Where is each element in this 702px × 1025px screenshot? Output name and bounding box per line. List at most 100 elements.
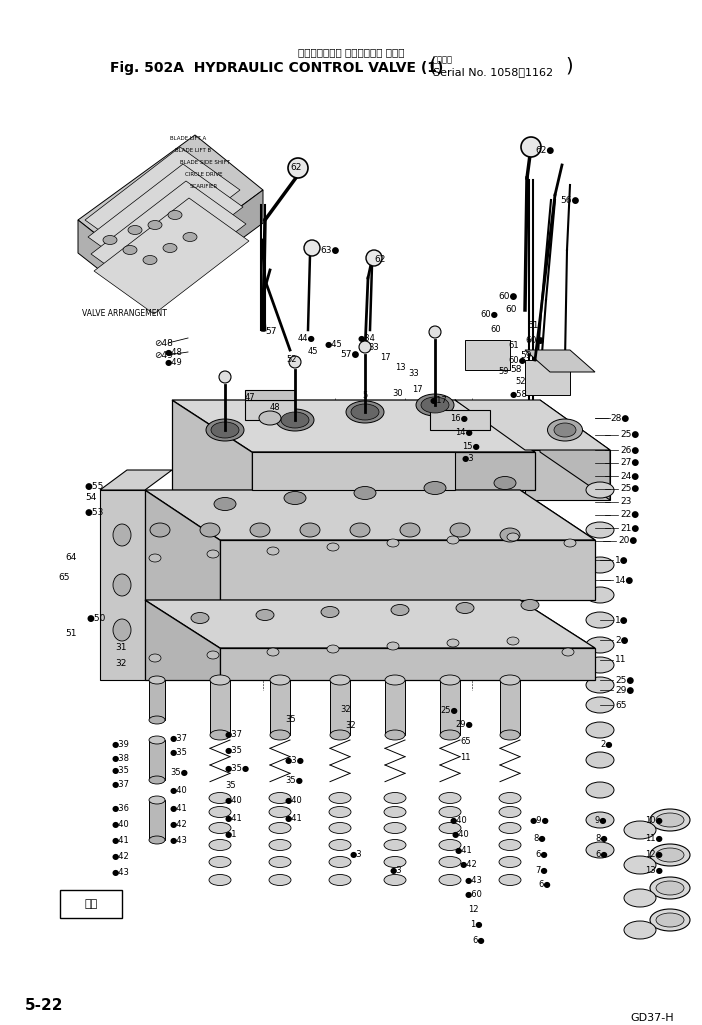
Ellipse shape <box>440 675 460 685</box>
Polygon shape <box>172 400 252 490</box>
Ellipse shape <box>586 587 614 603</box>
Text: 25●: 25● <box>440 705 458 714</box>
Bar <box>385 680 405 735</box>
Bar <box>270 680 290 735</box>
Text: BLADE LIFT A: BLADE LIFT A <box>170 135 206 140</box>
Text: ●37: ●37 <box>112 780 130 789</box>
Text: ●41: ●41 <box>170 804 187 813</box>
Text: 8●: 8● <box>533 833 545 843</box>
Text: 6●: 6● <box>535 851 548 860</box>
Ellipse shape <box>366 250 382 266</box>
Ellipse shape <box>439 839 461 851</box>
Ellipse shape <box>149 554 161 562</box>
Ellipse shape <box>329 807 351 818</box>
Text: 16●: 16● <box>450 413 468 422</box>
Polygon shape <box>525 360 570 395</box>
Text: 32: 32 <box>345 721 356 730</box>
Ellipse shape <box>500 730 520 740</box>
Text: ●43: ●43 <box>170 835 188 845</box>
Ellipse shape <box>586 676 614 693</box>
Ellipse shape <box>330 675 350 685</box>
Ellipse shape <box>384 792 406 804</box>
Text: 35: 35 <box>225 780 236 789</box>
Ellipse shape <box>330 730 350 740</box>
Ellipse shape <box>148 220 162 230</box>
Ellipse shape <box>143 255 157 264</box>
Text: 1●: 1● <box>615 615 628 624</box>
Ellipse shape <box>384 807 406 818</box>
Text: 6●: 6● <box>472 936 484 944</box>
Text: ●48: ●48 <box>165 347 183 357</box>
Ellipse shape <box>499 874 521 886</box>
Ellipse shape <box>300 523 320 537</box>
Ellipse shape <box>624 889 656 907</box>
Text: ⊘49: ⊘49 <box>154 351 173 360</box>
Text: 25●: 25● <box>620 430 640 440</box>
Text: ●41: ●41 <box>285 814 303 822</box>
Ellipse shape <box>288 158 308 178</box>
Text: 47: 47 <box>245 394 256 403</box>
Text: 62: 62 <box>290 164 301 172</box>
Ellipse shape <box>149 654 161 662</box>
Text: 17: 17 <box>380 354 390 363</box>
Ellipse shape <box>259 411 281 425</box>
Text: 60●: 60● <box>498 291 517 300</box>
Ellipse shape <box>289 356 301 368</box>
Polygon shape <box>145 600 595 648</box>
Ellipse shape <box>499 792 521 804</box>
Ellipse shape <box>209 792 231 804</box>
Polygon shape <box>252 452 455 490</box>
Text: 8●: 8● <box>595 833 608 843</box>
Ellipse shape <box>650 844 690 866</box>
Ellipse shape <box>207 651 219 659</box>
Ellipse shape <box>447 639 459 647</box>
Ellipse shape <box>586 812 614 828</box>
Text: ●40: ●40 <box>225 795 243 805</box>
Text: ●58: ●58 <box>510 391 528 400</box>
Text: 65: 65 <box>460 738 470 746</box>
Text: 65: 65 <box>58 574 69 582</box>
Text: 63●: 63● <box>320 246 339 255</box>
Ellipse shape <box>586 722 614 738</box>
Text: VALVE ARRANGEMENT: VALVE ARRANGEMENT <box>82 310 167 319</box>
Text: CIRCLE DRIVE: CIRCLE DRIVE <box>185 171 223 176</box>
Ellipse shape <box>586 612 614 628</box>
Text: 35●: 35● <box>170 768 188 777</box>
Ellipse shape <box>123 246 137 254</box>
Text: 9●: 9● <box>595 816 607 824</box>
Ellipse shape <box>207 550 219 558</box>
Text: ●9●: ●9● <box>530 816 550 824</box>
Ellipse shape <box>267 648 279 656</box>
Text: 52: 52 <box>286 356 296 365</box>
Ellipse shape <box>214 497 236 510</box>
Text: 21●: 21● <box>620 524 640 533</box>
Text: 12●: 12● <box>645 851 663 860</box>
Bar <box>330 680 350 735</box>
Ellipse shape <box>447 536 459 544</box>
Text: ●3: ●3 <box>350 851 363 860</box>
Polygon shape <box>172 400 535 452</box>
Ellipse shape <box>564 539 576 547</box>
Ellipse shape <box>500 528 520 542</box>
Text: SCARIFIER: SCARIFIER <box>190 183 218 189</box>
Ellipse shape <box>384 874 406 886</box>
Ellipse shape <box>586 522 614 538</box>
Bar <box>500 680 520 735</box>
Text: 6●: 6● <box>538 880 550 890</box>
Ellipse shape <box>586 557 614 573</box>
Ellipse shape <box>209 839 231 851</box>
Ellipse shape <box>439 857 461 867</box>
Bar <box>149 800 165 840</box>
Text: 56●: 56● <box>560 196 579 205</box>
Text: 15●: 15● <box>462 442 479 451</box>
Text: ●55: ●55 <box>85 482 105 491</box>
Ellipse shape <box>656 813 684 827</box>
Ellipse shape <box>200 523 220 537</box>
Bar <box>149 740 165 780</box>
Ellipse shape <box>269 839 291 851</box>
Ellipse shape <box>206 419 244 441</box>
Ellipse shape <box>210 675 230 685</box>
Text: 62: 62 <box>374 255 385 264</box>
Ellipse shape <box>150 523 170 537</box>
Polygon shape <box>455 400 535 490</box>
